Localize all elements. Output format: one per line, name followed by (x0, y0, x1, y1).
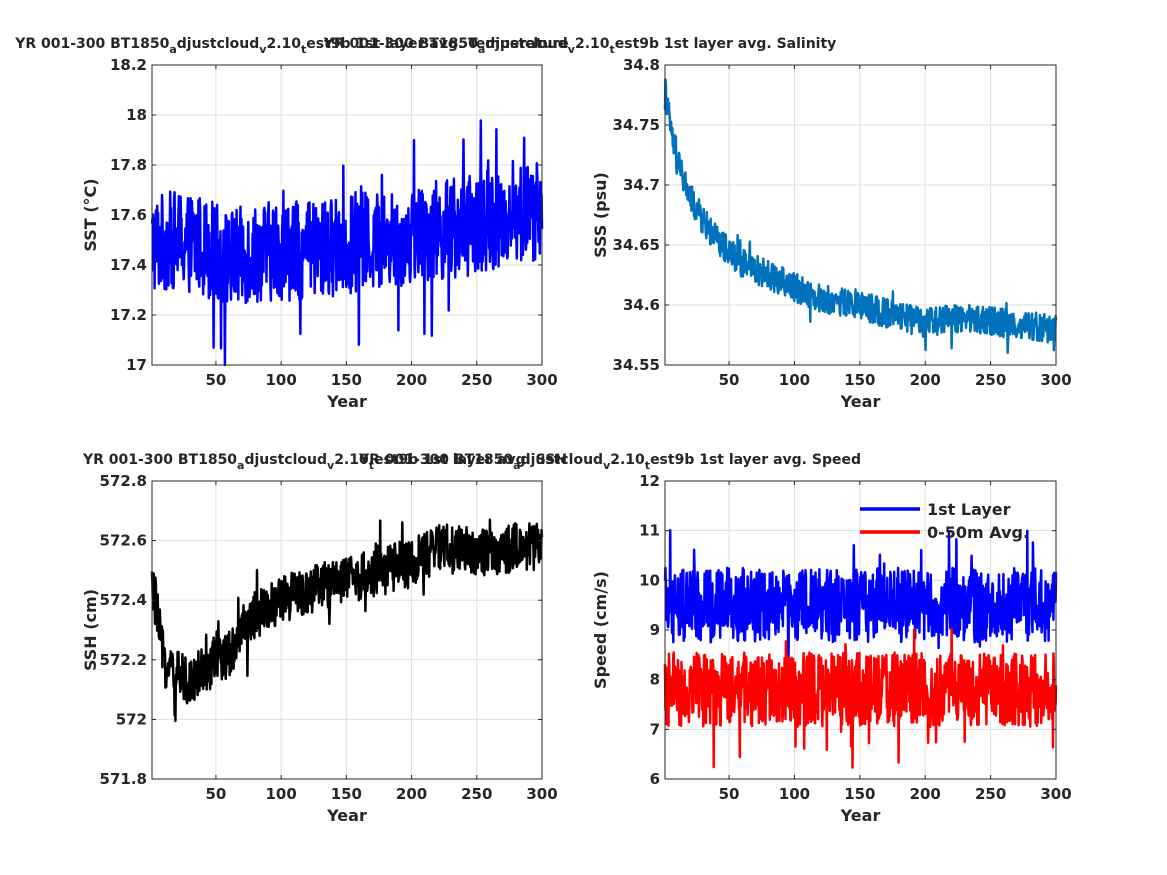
y-tick-label: 572.8 (100, 472, 147, 490)
x-axis-label: Year (326, 806, 367, 825)
x-axis-label: Year (840, 806, 881, 825)
y-tick-label: 18.2 (110, 56, 147, 74)
x-tick-label: 50 (205, 371, 226, 389)
y-axis-label: SSH (cm) (81, 589, 100, 671)
x-tick-label: 300 (526, 785, 557, 803)
y-tick-label: 34.65 (613, 236, 660, 254)
y-axis-label: SSS (psu) (591, 172, 610, 258)
x-tick-label: 200 (910, 371, 941, 389)
y-tick-label: 34.7 (623, 176, 660, 194)
x-tick-label: 150 (331, 371, 362, 389)
y-tick-label: 17 (126, 356, 147, 374)
y-tick-label: 18 (126, 106, 147, 124)
chart-panel-3: 50 100 150 200 250 300 571.8 572 572.2 572.4 572.6… (81, 452, 567, 825)
y-axis-label: Speed (cm/s) (591, 571, 610, 689)
y-tick-label: 8 (650, 671, 660, 689)
x-tick-label: 250 (975, 371, 1006, 389)
chart-panel-4: 50 100 150 200 250 300 6 7 8 9 10 11 12 Year Speed (cm… (358, 452, 1072, 825)
y-tick-label: 17.8 (110, 156, 147, 174)
x-tick-label: 100 (779, 371, 810, 389)
plot-area (152, 481, 542, 779)
series-line-1 (150, 518, 544, 723)
series-line-2 (663, 627, 1058, 769)
x-tick-label: 200 (396, 785, 427, 803)
y-tick-label: 34.6 (623, 296, 660, 314)
y-tick-label: 572.4 (100, 591, 147, 609)
legend-label-2: 0-50m Avg. (927, 523, 1029, 542)
chart-title: YR 001-300 BT1850adjustcloudv2.10test9b … (14, 36, 569, 56)
y-axis-label: SST (°C) (81, 178, 100, 251)
chart-title: YR 001-300 BT1850adjustcloudv2.10test9b … (82, 452, 567, 472)
x-tick-label: 50 (719, 785, 740, 803)
x-tick-label: 100 (779, 785, 810, 803)
y-tick-label: 6 (650, 770, 660, 788)
y-tick-label: 11 (639, 522, 660, 540)
y-tick-label: 34.55 (613, 356, 660, 374)
axes-box (151, 480, 543, 780)
chart-title: YR 001-300 BT1850adjustcloudv2.10test9b … (323, 36, 837, 56)
y-tick-label: 572.2 (100, 651, 147, 669)
x-tick-label: 50 (205, 785, 226, 803)
x-tick-label: 50 (719, 371, 740, 389)
y-tick-label: 9 (650, 621, 660, 639)
y-tick-label: 572 (116, 710, 147, 728)
x-tick-label: 300 (1040, 785, 1071, 803)
x-tick-label: 100 (265, 785, 296, 803)
series-line-1 (663, 528, 1058, 669)
x-tick-label: 150 (844, 371, 875, 389)
y-tick-label: 34.8 (623, 56, 660, 74)
legend-label-1: 1st Layer (927, 500, 1011, 519)
x-tick-label: 300 (526, 371, 557, 389)
chart-panel-1: 50 100 150 200 250 300 17 17.2 17.4 17.6 17.8 18 18.… (14, 36, 569, 411)
y-tick-label: 17.2 (110, 306, 147, 324)
y-tick-label: 10 (639, 571, 660, 589)
y-tick-label: 572.6 (100, 532, 147, 550)
axes-box (664, 64, 1057, 366)
x-tick-label: 300 (1040, 371, 1071, 389)
y-tick-label: 571.8 (100, 770, 147, 788)
chart-title: YR 001-300 BT1850adjustcloudv2.10test9b … (358, 452, 861, 472)
x-axis-label: Year (326, 392, 367, 411)
y-tick-label: 17.4 (110, 256, 147, 274)
y-tick-label: 17.6 (110, 206, 147, 224)
chart-panel-2: 50 100 150 200 250 300 34.55 34.6 34.65 34.7 34.75… (323, 36, 1072, 411)
legend: 1st Layer 0-50m Avg. (860, 500, 1029, 542)
series-line-1 (150, 119, 544, 367)
x-tick-label: 200 (396, 371, 427, 389)
y-tick-label: 34.75 (613, 116, 660, 134)
x-tick-label: 150 (331, 785, 362, 803)
x-tick-label: 150 (844, 785, 875, 803)
x-axis-label: Year (840, 392, 881, 411)
y-tick-label: 12 (639, 472, 660, 490)
series-line-1 (663, 78, 1058, 355)
x-tick-label: 250 (461, 785, 492, 803)
y-tick-label: 7 (650, 720, 660, 738)
x-tick-label: 250 (461, 371, 492, 389)
x-tick-label: 250 (975, 785, 1006, 803)
x-tick-label: 200 (910, 785, 941, 803)
x-tick-label: 100 (265, 371, 296, 389)
